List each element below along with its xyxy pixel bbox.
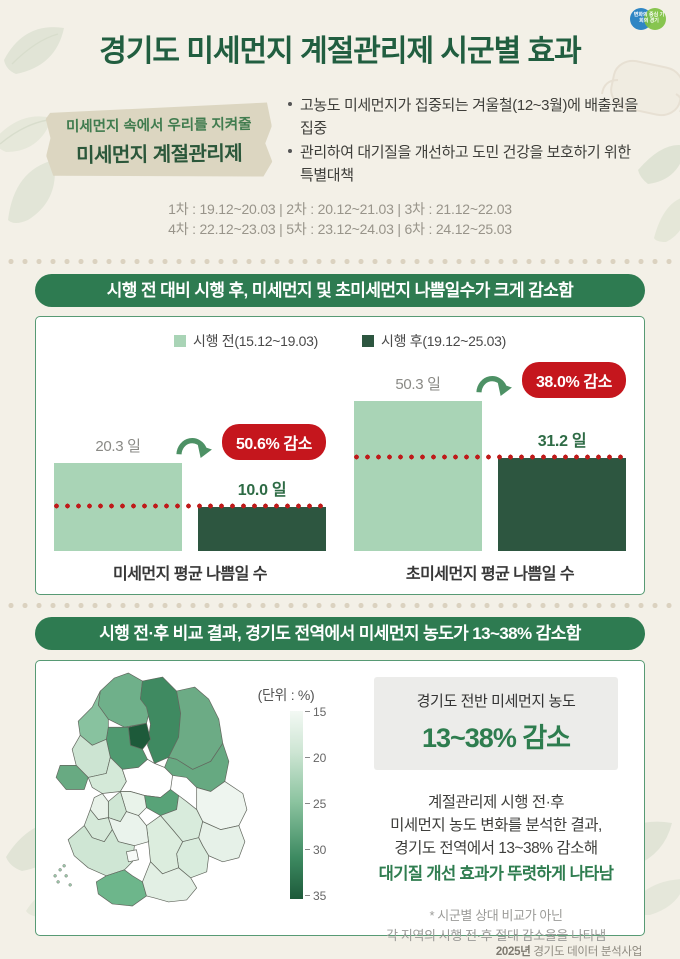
- after-level-dotted-line-pm10: [51, 503, 329, 510]
- map-card: (단위 : %) 15 20 25 30 35 경기도 전반 미세먼지 농도 13~38…: [35, 659, 645, 943]
- legend-swatch: [174, 334, 186, 347]
- bar-after-pm25: [498, 457, 626, 551]
- dotted-divider: [0, 601, 680, 609]
- dotted-divider: [0, 257, 680, 265]
- category-label-pm25: 초미세먼지 평균 나쁨일 수: [405, 565, 575, 583]
- panel-body-line-1: 계절관리제 시행 전·후: [427, 793, 565, 811]
- map-island: [68, 882, 72, 887]
- bar-charts-row: 20.3 일 10.0 일 50.6% 감소 미세먼지 평균 나쁨일 수: [36, 359, 644, 584]
- legend-label: 시행 후(19.12~25.03): [381, 332, 506, 349]
- periods-line-1: 1차 : 19.12~20.03 | 2차 : 20.12~21.03 | 3차…: [168, 201, 512, 217]
- map-region-east-d: [198, 820, 246, 862]
- reduction-badge-pm10: 50.6% 감소: [221, 423, 326, 460]
- panel-note: * 시군별 상대 비교가 아닌 각 지역의 시행 전·후 절대 감소율을 나타냄: [374, 906, 618, 945]
- summary-box-title: 경기도 전반 미세먼지 농도: [416, 692, 576, 710]
- tick-label: 30: [313, 842, 327, 857]
- infographic-poster: 변화의 중심 기회의 경기 경기도 미세먼지 계절관리제 시군별 효과 미세먼지…: [0, 8, 680, 958]
- category-label-pm10: 미세먼지 평균 나쁨일 수: [112, 565, 268, 583]
- map-side-panel: 경기도 전반 미세먼지 농도 13~38% 감소 계절관리제 시행 전·후 미세…: [374, 676, 618, 946]
- value-before-pm25: 50.3 일: [395, 375, 441, 393]
- bar-after-pm10: [198, 507, 326, 551]
- intro-bullet-2: 관리하여 대기질을 개선하고 도민 건강을 보호하기 위한 특별대책: [288, 141, 640, 188]
- tick-label: 25: [313, 796, 327, 811]
- bar-before-pm25: [354, 400, 482, 551]
- periods-line-2: 4차 : 22.12~23.03 | 5차 : 23.12~24.03 | 6차…: [168, 221, 512, 238]
- after-level-dotted-line-pm25: [351, 453, 629, 460]
- colorbar-tick: 25: [305, 797, 326, 811]
- map-island: [62, 863, 66, 868]
- page-title: 경기도 미세먼지 계절관리제 시군별 효과: [99, 35, 582, 68]
- tick-label: 15: [313, 704, 327, 719]
- tick-mark: [305, 848, 310, 851]
- panel-note-line-1: * 시군별 상대 비교가 아닌: [429, 908, 563, 924]
- tape-label: 미세먼지 속에서 우리를 지켜줄 미세먼지 계절관리제: [45, 102, 272, 179]
- map-island: [53, 873, 57, 878]
- colorbar-ticks: 15 20 25 30 35: [305, 705, 326, 903]
- chart-col-pm10: 20.3 일 10.0 일 50.6% 감소 미세먼지 평균 나쁨일 수: [51, 359, 329, 584]
- reduction-annotation-pm25: 38.0% 감소: [475, 361, 626, 398]
- seasonal-periods: 1차 : 19.12~20.03 | 2차 : 20.12~21.03 | 3차…: [0, 199, 680, 240]
- map-region-south-b: [142, 861, 198, 902]
- value-before-pm10: 20.3 일: [95, 437, 141, 455]
- map-region-south-enclave: [126, 848, 139, 862]
- panel-body-line-3: 경기도 전역에서 13~38% 감소해: [394, 840, 598, 858]
- legend-item: 시행 후(19.12~25.03): [362, 329, 506, 353]
- intro-bullets: 고농도 미세먼지가 집중되는 겨울철(12~3월)에 배출원을 집중 관리하여 …: [288, 94, 640, 187]
- map-colorbar: [290, 710, 303, 899]
- colorbar-tick: 20: [305, 751, 326, 765]
- map-island: [64, 873, 68, 878]
- badday-chart-card: 시행 전(15.12~19.03) 시행 후(19.12~25.03) 20.3 …: [35, 315, 645, 595]
- colorbar-tick: 30: [305, 843, 326, 857]
- panel-body-line-2: 미세먼지 농도 변화를 분석한 결과,: [390, 816, 602, 834]
- map-island: [58, 867, 62, 872]
- map-region-west-med: [55, 764, 89, 790]
- tape-title: 미세먼지 계절관리제: [75, 142, 243, 167]
- tick-label: 35: [313, 888, 327, 903]
- reduction-annotation-pm10: 50.6% 감소: [175, 423, 326, 460]
- section2-header: 시행 전·후 비교 결과, 경기도 전역에서 미세먼지 농도가 13~38% 감…: [35, 616, 645, 650]
- intro-block: 미세먼지 속에서 우리를 지켜줄 미세먼지 계절관리제 고농도 미세먼지가 집중…: [46, 94, 640, 187]
- footer-text: 경기도 데이터 분석사업: [533, 945, 642, 958]
- tick-mark: [305, 802, 310, 805]
- colorbar-tick: 15: [305, 705, 326, 719]
- map-region-south-med: [95, 869, 147, 906]
- tick-mark: [305, 710, 310, 713]
- panel-note-line-2: 각 지역의 시행 전·후 절대 감소율을 나타냄: [386, 927, 606, 943]
- gyeonggi-map: [53, 672, 248, 906]
- intro-bullet-1: 고농도 미세먼지가 집중되는 겨울철(12~3월)에 배출원을 집중: [288, 94, 640, 141]
- chart-col-pm25: 50.3 일 31.2 일 38.0% 감소 초미세먼지 평균 나쁨일 수: [351, 359, 629, 584]
- summary-box: 경기도 전반 미세먼지 농도 13~38% 감소: [374, 676, 618, 770]
- tick-mark: [305, 894, 310, 897]
- value-after-pm10: 10.0 일: [237, 482, 287, 500]
- map-island: [56, 879, 60, 884]
- legend-swatch: [362, 334, 374, 347]
- map-region-north-b: [140, 676, 181, 764]
- map-unit-label: (단위 : %): [257, 686, 315, 703]
- gyeonggi-logo: 변화의 중심 기회의 경기: [630, 8, 668, 30]
- map-region-southwest: [67, 824, 135, 876]
- summary-box-value: 13~38% 감소: [421, 722, 571, 753]
- panel-body: 계절관리제 시행 전·후 미세먼지 농도 변화를 분석한 결과, 경기도 전역에…: [374, 791, 618, 888]
- curved-arrow-icon: [476, 375, 512, 396]
- bar-group-pm25: 50.3 일 31.2 일 38.0% 감소: [351, 359, 629, 551]
- section1-header: 시행 전 대비 시행 후, 미세먼지 및 초미세먼지 나쁨일수가 크게 감소함: [35, 273, 645, 307]
- tick-label: 20: [313, 750, 327, 765]
- tape-subtitle: 미세먼지 속에서 우리를 지켜줄: [65, 116, 252, 135]
- bar-group-pm10: 20.3 일 10.0 일 50.6% 감소: [51, 359, 329, 551]
- tick-mark: [305, 756, 310, 759]
- logo-circle-green: [644, 8, 666, 30]
- chart-legend: 시행 전(15.12~19.03) 시행 후(19.12~25.03): [36, 317, 644, 353]
- value-after-pm25: 31.2 일: [537, 432, 587, 450]
- colorbar-tick: 35: [305, 889, 326, 903]
- curved-arrow-icon: [176, 437, 212, 458]
- logo-text: 변화의 중심 기회의 경기: [633, 12, 665, 24]
- legend-label: 시행 전(15.12~19.03): [193, 332, 318, 349]
- panel-body-highlight: 대기질 개선 효과가 뚜렷하게 나타남: [378, 865, 614, 884]
- legend-item: 시행 전(15.12~19.03): [174, 329, 318, 353]
- reduction-badge-pm25: 38.0% 감소: [521, 361, 626, 398]
- footer-year: 2025년: [495, 945, 531, 958]
